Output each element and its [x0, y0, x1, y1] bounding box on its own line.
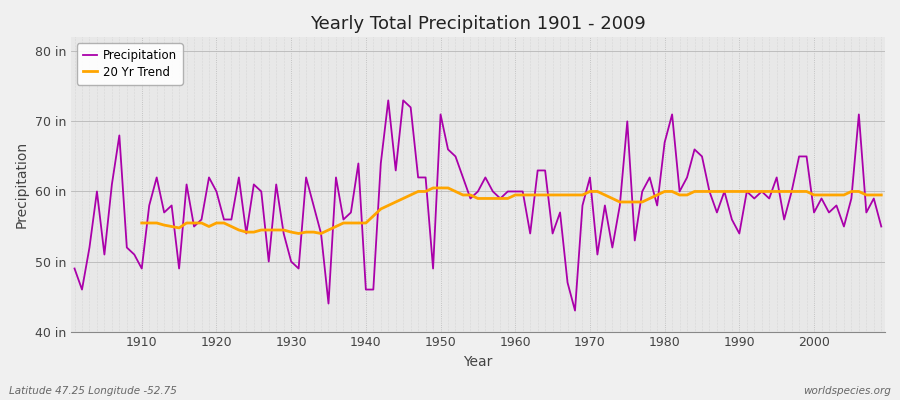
20 Yr Trend — [853, 189, 864, 194]
Precipitation — [382, 98, 393, 103]
Precipitation — [509, 189, 520, 194]
20 Yr Trend — [316, 231, 327, 236]
20 Yr Trend — [278, 228, 289, 232]
20 Yr Trend — [876, 192, 886, 197]
Text: worldspecies.org: worldspecies.org — [803, 386, 891, 396]
Precipitation — [518, 189, 528, 194]
20 Yr Trend — [293, 231, 304, 236]
Precipitation — [615, 203, 626, 208]
Precipitation — [129, 252, 140, 257]
20 Yr Trend — [428, 186, 438, 190]
Precipitation — [570, 308, 580, 313]
Precipitation — [338, 217, 349, 222]
Line: 20 Yr Trend: 20 Yr Trend — [142, 188, 881, 234]
X-axis label: Year: Year — [464, 355, 492, 369]
20 Yr Trend — [137, 220, 148, 225]
20 Yr Trend — [532, 192, 543, 197]
Line: Precipitation: Precipitation — [75, 100, 881, 310]
Precipitation — [69, 266, 80, 271]
Text: Latitude 47.25 Longitude -52.75: Latitude 47.25 Longitude -52.75 — [9, 386, 177, 396]
Legend: Precipitation, 20 Yr Trend: Precipitation, 20 Yr Trend — [76, 43, 183, 84]
Title: Yearly Total Precipitation 1901 - 2009: Yearly Total Precipitation 1901 - 2009 — [310, 15, 646, 33]
Y-axis label: Precipitation: Precipitation — [15, 141, 29, 228]
Precipitation — [876, 224, 886, 229]
Precipitation — [293, 266, 304, 271]
20 Yr Trend — [592, 189, 603, 194]
20 Yr Trend — [831, 192, 842, 197]
